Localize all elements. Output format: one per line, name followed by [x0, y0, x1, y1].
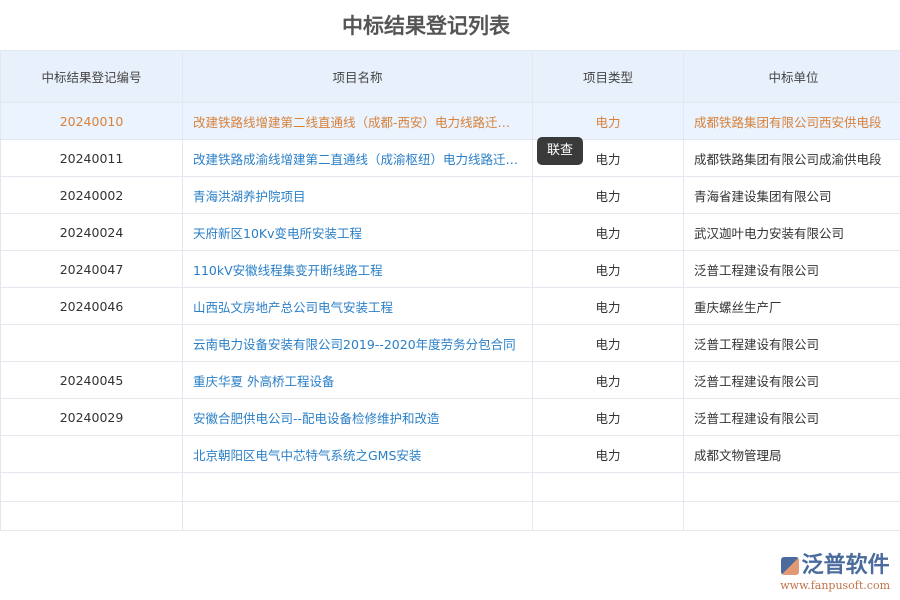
logo-mark-icon — [780, 557, 799, 575]
cell-id — [0, 324, 183, 362]
cell-id: 20240045 — [0, 361, 183, 399]
cell-id: 20240047 — [0, 250, 183, 288]
empty-row — [0, 501, 900, 531]
link-query-tooltip[interactable]: 联查 — [537, 137, 583, 165]
table-row[interactable]: 20240024 天府新区10Kv变电所安装工程 电力 武汉迦叶电力安装有限公司 — [0, 213, 900, 251]
cell-unit: 泛普工程建设有限公司 — [683, 361, 900, 399]
cell-type: 电力 — [532, 102, 684, 140]
cell-project-name[interactable]: 110kV安徽线程集变开断线路工程 — [182, 250, 533, 288]
page-title: 中标结果登记列表 — [342, 14, 510, 38]
cell-unit: 成都文物管理局 — [683, 435, 900, 473]
cell-unit: 成都铁路集团有限公司成渝供电段 — [683, 139, 900, 177]
cell-unit: 泛普工程建设有限公司 — [683, 250, 900, 288]
cell-type: 电力 — [532, 176, 684, 214]
cell-type: 电力 — [532, 250, 684, 288]
column-header-type[interactable]: 项目类型 — [532, 50, 684, 103]
table-row[interactable]: 云南电力设备安装有限公司2019--2020年度劳务分包合同 电力 泛普工程建设有限… — [0, 324, 900, 362]
cell-project-name[interactable]: 北京朝阳区电气中芯特气系统之GMS安装 — [182, 435, 533, 473]
empty-row — [0, 472, 900, 502]
cell-unit: 武汉迦叶电力安装有限公司 — [683, 213, 900, 251]
cell-type: 电力 — [532, 324, 684, 362]
cell-project-name[interactable]: 重庆华夏 外高桥工程设备 — [182, 361, 533, 399]
cell-project-name[interactable]: 山西弘文房地产总公司电气安装工程 — [182, 287, 533, 325]
cell-project-name[interactable]: 云南电力设备安装有限公司2019--2020年度劳务分包合同 — [182, 324, 533, 362]
cell-project-name[interactable]: 安徽合肥供电公司--配电设备检修维护和改造 — [182, 398, 533, 436]
cell-type: 电力 — [532, 361, 684, 399]
cell-unit: 重庆螺丝生产厂 — [683, 287, 900, 325]
table-row[interactable]: 20240002 青海洪湖养护院项目 电力 青海省建设集团有限公司 — [0, 176, 900, 214]
cell-type: 电力 — [532, 435, 684, 473]
cell-unit: 泛普工程建设有限公司 — [683, 398, 900, 436]
table-row[interactable]: 20240047 110kV安徽线程集变开断线路工程 电力 泛普工程建设有限公司 — [0, 250, 900, 288]
cell-id: 20240011 — [0, 139, 183, 177]
cell-type: 电力 — [532, 213, 684, 251]
table-row[interactable]: 20240029 安徽合肥供电公司--配电设备检修维护和改造 电力 泛普工程建设有限公… — [0, 398, 900, 436]
cell-project-name[interactable]: 改建铁路线增建第二线直通线（成都-西安）电力线路迁改工程 — [182, 102, 533, 140]
cell-id: 20240046 — [0, 287, 183, 325]
cell-project-name[interactable]: 天府新区10Kv变电所安装工程 — [182, 213, 533, 251]
column-header-name[interactable]: 项目名称 — [182, 50, 533, 103]
cell-unit: 成都铁路集团有限公司西安供电段 — [683, 102, 900, 140]
cell-project-name[interactable]: 改建铁路成渝线增建第二直通线（成渝枢纽）电力线路迁改工程 — [182, 139, 533, 177]
cell-id: 20240002 — [0, 176, 183, 214]
column-header-id[interactable]: 中标结果登记编号 — [0, 50, 183, 103]
cell-project-name[interactable]: 青海洪湖养护院项目 — [182, 176, 533, 214]
cell-unit: 泛普工程建设有限公司 — [683, 324, 900, 362]
cell-id: 20240029 — [0, 398, 183, 436]
cell-id — [0, 435, 183, 473]
cell-id: 20240024 — [0, 213, 183, 251]
cell-type: 电力 — [532, 287, 684, 325]
logo: 泛普软件 www.fanpusoft.com — [780, 553, 890, 592]
table-row[interactable]: 20240046 山西弘文房地产总公司电气安装工程 电力 重庆螺丝生产厂 — [0, 287, 900, 325]
cell-type: 电力 — [532, 398, 684, 436]
table-row[interactable]: 20240011 改建铁路成渝线增建第二直通线（成渝枢纽）电力线路迁改工程 电力 成都… — [0, 139, 900, 177]
column-header-unit[interactable]: 中标单位 — [683, 50, 900, 103]
table-row[interactable]: 20240045 重庆华夏 外高桥工程设备 电力 泛普工程建设有限公司 — [0, 361, 900, 399]
table-row[interactable]: 北京朝阳区电气中芯特气系统之GMS安装 电力 成都文物管理局 — [0, 435, 900, 473]
cell-id: 20240010 — [0, 102, 183, 140]
results-table: 中标结果登记编号 项目名称 项目类型 中标单位 20240010 改建铁路线增建第… — [0, 50, 900, 531]
table-row[interactable]: 20240010 改建铁路线增建第二线直通线（成都-西安）电力线路迁改工程 电力 成都… — [0, 102, 900, 140]
cell-unit: 青海省建设集团有限公司 — [683, 176, 900, 214]
